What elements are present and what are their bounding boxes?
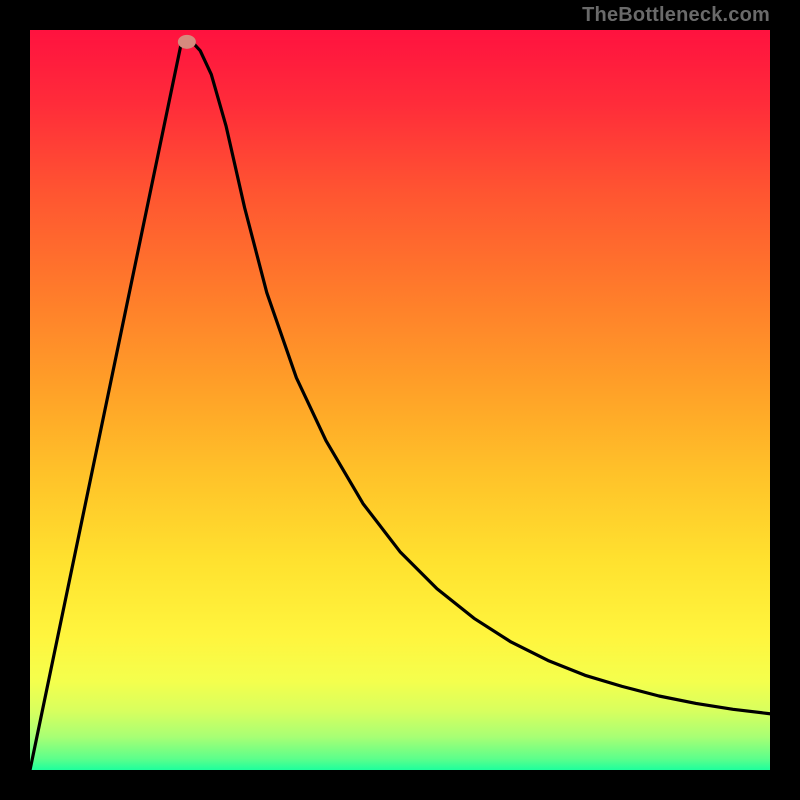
- chart-container: TheBottleneck.com: [0, 0, 800, 800]
- watermark-text: TheBottleneck.com: [582, 4, 770, 27]
- plot-area: [30, 30, 770, 770]
- curve-layer: [30, 30, 770, 770]
- min-marker: [178, 35, 196, 49]
- v-curve: [30, 41, 770, 770]
